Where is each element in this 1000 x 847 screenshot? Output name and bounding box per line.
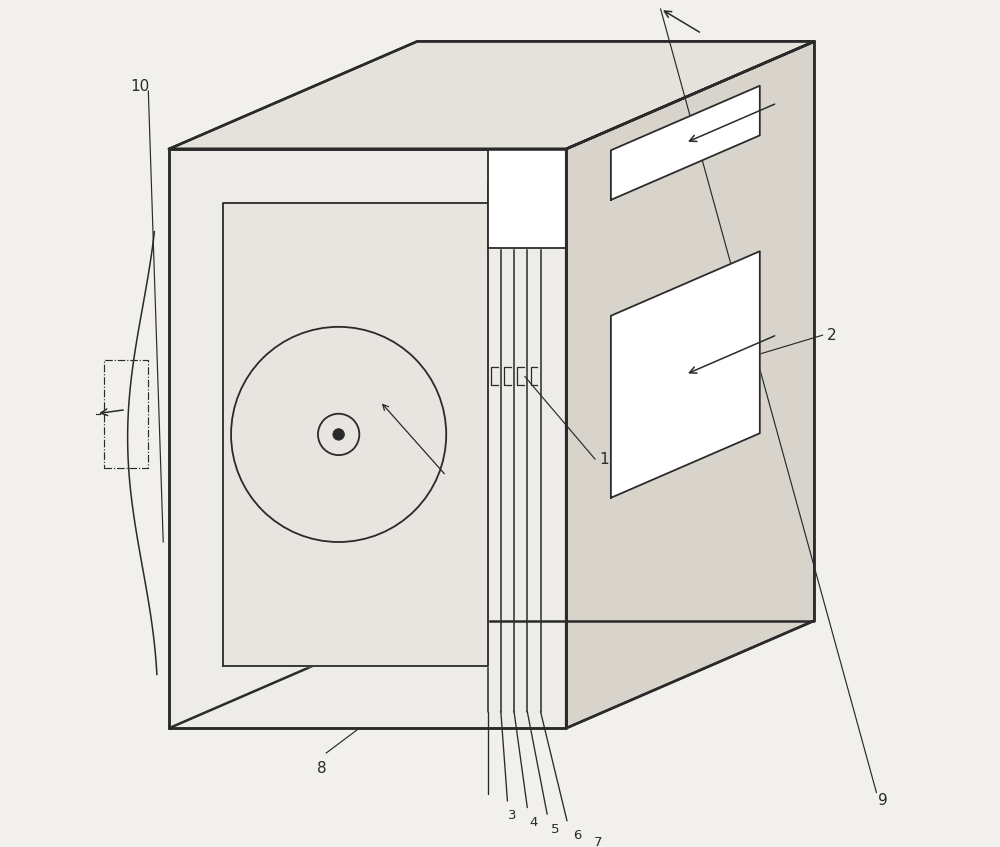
- Polygon shape: [169, 149, 566, 728]
- Text: 2: 2: [827, 328, 836, 343]
- Polygon shape: [169, 42, 814, 149]
- Text: 5: 5: [551, 822, 560, 835]
- Circle shape: [231, 327, 446, 542]
- Text: 7: 7: [594, 836, 603, 847]
- Polygon shape: [488, 149, 566, 248]
- Polygon shape: [223, 202, 488, 666]
- Text: 9: 9: [878, 793, 888, 808]
- Text: 8: 8: [317, 761, 327, 777]
- Polygon shape: [566, 42, 814, 728]
- Text: 3: 3: [508, 809, 517, 822]
- Polygon shape: [611, 86, 760, 200]
- Text: 6: 6: [573, 829, 581, 842]
- Text: 10: 10: [130, 80, 150, 94]
- Circle shape: [333, 429, 344, 440]
- Text: 4: 4: [530, 816, 538, 829]
- Polygon shape: [611, 252, 760, 498]
- Text: 1: 1: [599, 451, 609, 467]
